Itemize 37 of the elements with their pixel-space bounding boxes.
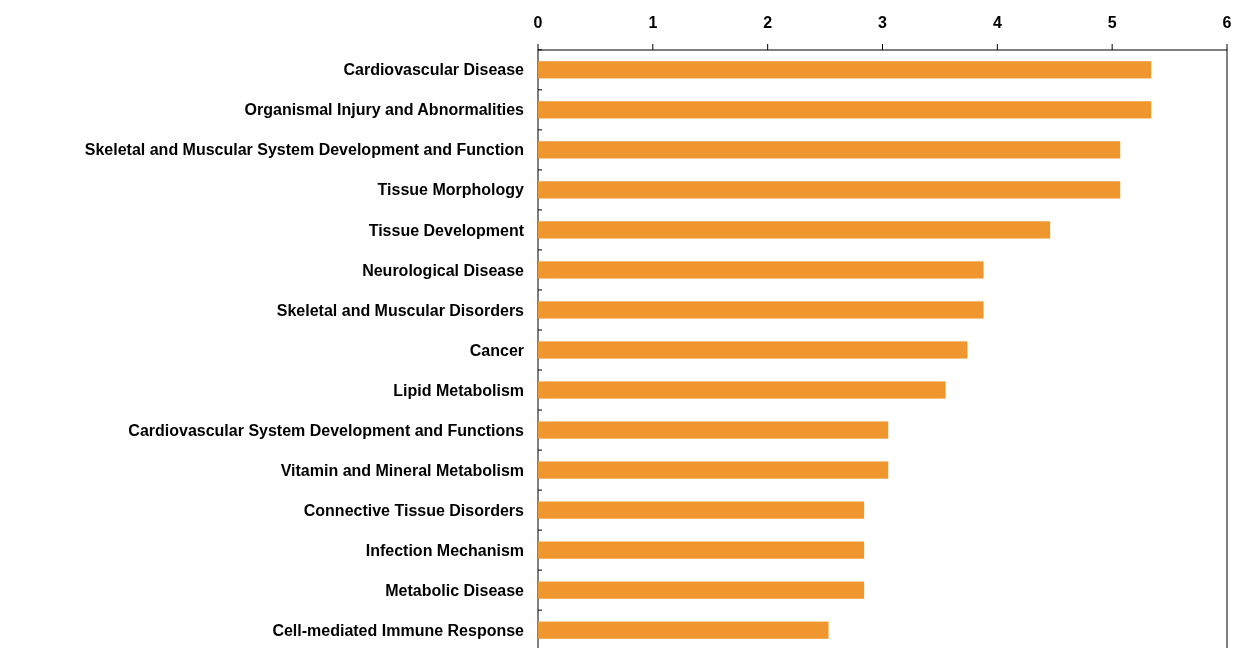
bar bbox=[538, 501, 865, 519]
y-tick-label: Cardiovascular Disease bbox=[343, 61, 525, 79]
bar bbox=[538, 261, 984, 279]
x-tick-label: 5 bbox=[1107, 14, 1117, 31]
y-tick-label: Metabolic Disease bbox=[385, 581, 525, 599]
bar bbox=[538, 381, 946, 399]
bar bbox=[538, 101, 1152, 119]
y-tick-label: Lipid Metabolism bbox=[393, 381, 524, 399]
bar bbox=[538, 141, 1121, 159]
bar bbox=[538, 621, 829, 639]
bar bbox=[538, 221, 1051, 239]
y-tick-label: Tissue Development bbox=[368, 221, 525, 239]
y-tick-label: Vitamin and Mineral Metabolism bbox=[280, 461, 524, 479]
bar bbox=[538, 541, 865, 559]
bar bbox=[538, 341, 968, 359]
y-tick-label: Neurological Disease bbox=[362, 261, 525, 279]
x-tick-label: 6 bbox=[1222, 14, 1232, 31]
y-tick-label: Cancer bbox=[469, 341, 524, 359]
x-tick-label: 3 bbox=[878, 14, 888, 31]
bar bbox=[538, 461, 889, 479]
x-tick-label: 2 bbox=[763, 14, 773, 31]
bar bbox=[538, 181, 1121, 199]
y-tick-label: Organismal Injury and Abnormalities bbox=[244, 101, 525, 119]
bar bbox=[538, 301, 984, 319]
y-tick-label: Cardiovascular System Development and Functions bbox=[128, 421, 525, 439]
y-tick-label: Infection Mechanism bbox=[365, 541, 524, 559]
x-tick-label: 0 bbox=[533, 14, 543, 31]
bar bbox=[538, 581, 865, 599]
bar bbox=[538, 421, 889, 439]
y-tick-label: Skeletal and Muscular System Development and Function bbox=[84, 141, 524, 159]
bar bbox=[538, 61, 1152, 79]
y-tick-label: Cell-mediated Immune Response bbox=[272, 621, 525, 639]
x-tick-label: 1 bbox=[648, 14, 658, 31]
y-tick-label: Connective Tissue Disorders bbox=[303, 501, 525, 519]
x-tick-label: 4 bbox=[992, 14, 1002, 31]
y-tick-label: Skeletal and Muscular Disorders bbox=[276, 301, 525, 319]
y-tick-label: Tissue Morphology bbox=[377, 181, 525, 199]
